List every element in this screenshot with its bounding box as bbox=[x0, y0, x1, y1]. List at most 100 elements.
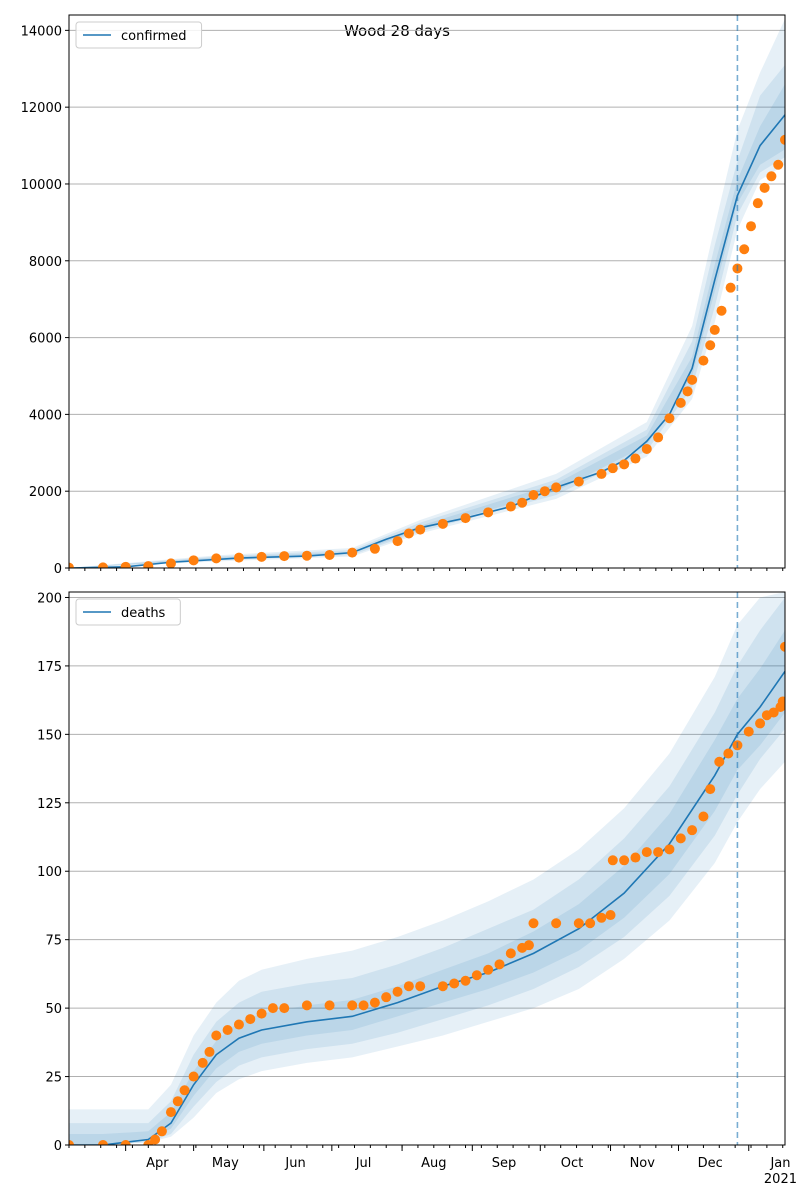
observed-point bbox=[755, 718, 766, 729]
observed-point bbox=[528, 490, 539, 501]
observed-point bbox=[494, 959, 505, 970]
observed-point bbox=[573, 476, 584, 487]
legend-label: confirmed bbox=[121, 29, 187, 44]
observed-point bbox=[551, 918, 562, 929]
observed-point bbox=[415, 524, 426, 535]
x-tick-label: Jan bbox=[769, 1156, 790, 1171]
observed-point bbox=[505, 948, 516, 959]
observed-point bbox=[188, 555, 199, 566]
observed-point bbox=[188, 1071, 199, 1082]
observed-point bbox=[211, 1030, 222, 1041]
plot-frame bbox=[68, 591, 786, 1146]
observed-point bbox=[369, 997, 380, 1008]
observed-point bbox=[766, 171, 777, 182]
observed-point bbox=[551, 482, 562, 493]
chart-title: Wood 28 days bbox=[344, 22, 450, 40]
observed-point bbox=[705, 340, 716, 351]
observed-point bbox=[675, 833, 686, 844]
observed-point bbox=[743, 726, 754, 737]
observed-point bbox=[245, 1014, 256, 1025]
observed-point bbox=[403, 528, 414, 539]
y-tick-label: 0 bbox=[54, 562, 62, 577]
confidence-band-outer bbox=[69, 18, 785, 568]
observed-point bbox=[653, 432, 664, 443]
observed-point bbox=[752, 198, 763, 209]
observed-point bbox=[664, 413, 675, 424]
observed-point bbox=[179, 1085, 190, 1096]
y-tick-label: 8000 bbox=[29, 255, 62, 270]
x-tick-label: Nov bbox=[630, 1156, 656, 1171]
x-year-label: 2021 bbox=[764, 1172, 797, 1187]
observed-point bbox=[256, 1008, 267, 1019]
y-tick-label: 150 bbox=[37, 728, 62, 743]
confidence-band-mid bbox=[69, 597, 785, 1145]
observed-point bbox=[165, 558, 176, 568]
observed-point bbox=[664, 844, 675, 855]
observed-point bbox=[619, 459, 630, 470]
observed-point bbox=[759, 182, 770, 193]
legend-box bbox=[75, 21, 203, 49]
observed-point bbox=[460, 513, 471, 524]
x-tick-label: Oct bbox=[561, 1156, 583, 1171]
observed-point bbox=[698, 811, 709, 822]
observed-point bbox=[605, 910, 616, 921]
observed-point bbox=[698, 355, 709, 366]
observed-point bbox=[746, 221, 757, 232]
y-tick-label: 10000 bbox=[21, 178, 62, 193]
observed-point bbox=[641, 443, 652, 454]
observed-point bbox=[607, 463, 618, 474]
observed-point bbox=[539, 486, 550, 497]
y-tick-label: 100 bbox=[37, 865, 62, 880]
observed-point bbox=[630, 852, 641, 863]
observed-point bbox=[630, 453, 641, 464]
y-tick-label: 0 bbox=[54, 1139, 62, 1154]
observed-point bbox=[69, 1140, 74, 1145]
observed-point bbox=[301, 1000, 312, 1011]
observed-point bbox=[596, 912, 607, 923]
observed-point bbox=[528, 918, 539, 929]
confidence-band-mid bbox=[69, 64, 785, 568]
y-tick-label: 25 bbox=[45, 1071, 62, 1086]
observed-point bbox=[460, 975, 471, 986]
observed-point bbox=[97, 562, 108, 568]
y-tick-label: 12000 bbox=[21, 101, 62, 116]
observed-point bbox=[517, 497, 528, 508]
observed-point bbox=[150, 1134, 161, 1145]
observed-point bbox=[739, 244, 750, 255]
observed-point bbox=[233, 1019, 244, 1030]
observed-point bbox=[369, 543, 380, 554]
y-tick-label: 75 bbox=[45, 934, 62, 949]
y-tick-label: 2000 bbox=[29, 485, 62, 500]
observed-point bbox=[768, 707, 779, 718]
observed-point bbox=[211, 553, 222, 564]
observed-point bbox=[675, 397, 686, 408]
observed-point bbox=[780, 641, 785, 652]
observed-point bbox=[347, 1000, 358, 1011]
observed-point bbox=[523, 940, 534, 951]
x-tick-label: May bbox=[212, 1156, 239, 1171]
observed-point bbox=[705, 784, 716, 795]
observed-point bbox=[573, 918, 584, 929]
y-tick-label: 125 bbox=[37, 797, 62, 812]
observed-point bbox=[641, 847, 652, 858]
plot-frame bbox=[68, 14, 786, 569]
observed-point bbox=[279, 551, 290, 562]
observed-point bbox=[120, 1140, 131, 1145]
observed-point bbox=[301, 550, 312, 561]
observed-point bbox=[682, 386, 693, 397]
y-tick-label: 4000 bbox=[29, 408, 62, 423]
observed-point bbox=[156, 1126, 167, 1137]
legend-label: deaths bbox=[121, 606, 166, 621]
observed-point bbox=[381, 992, 392, 1003]
observed-point bbox=[143, 561, 154, 568]
observed-point bbox=[437, 518, 448, 529]
observed-point bbox=[358, 1000, 369, 1011]
y-tick-label: 50 bbox=[45, 1002, 62, 1017]
y-tick-label: 175 bbox=[37, 660, 62, 675]
observed-point bbox=[165, 1107, 176, 1118]
observed-point bbox=[716, 305, 727, 316]
x-tick-label: Aug bbox=[421, 1156, 446, 1171]
observed-point bbox=[607, 855, 618, 866]
